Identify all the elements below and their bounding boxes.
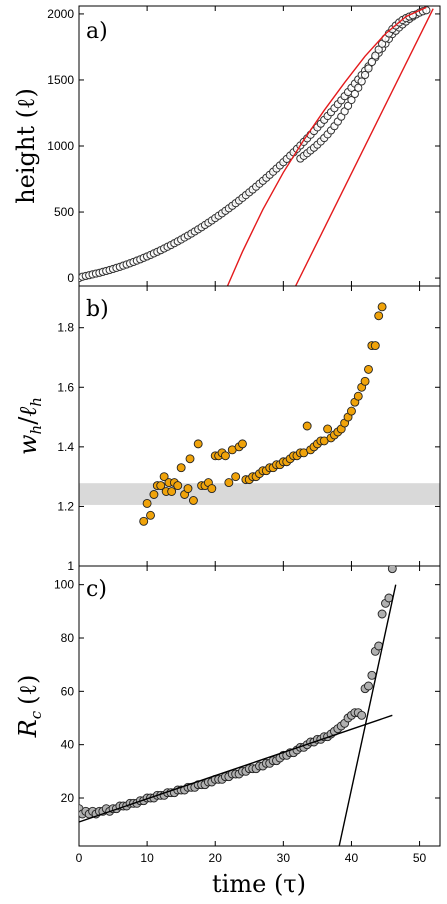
y-tick-label: 1.2 xyxy=(57,499,74,513)
panel-b-band xyxy=(79,483,440,505)
data-point xyxy=(354,83,363,92)
data-point xyxy=(193,439,203,449)
panel-a-label: a) xyxy=(86,19,108,44)
y-tick-label: 100 xyxy=(54,578,74,592)
y-tick-label: 2000 xyxy=(47,7,74,21)
panel-c-label: c) xyxy=(86,577,107,602)
panel-c-ticks: 20 40 60 80 100 0 10 20 30 40 50 xyxy=(54,566,440,865)
panel-c-series xyxy=(79,566,397,846)
data-point xyxy=(374,311,384,321)
data-point xyxy=(364,364,373,374)
data-point xyxy=(364,681,373,691)
data-point xyxy=(302,421,312,431)
data-point xyxy=(231,472,241,482)
y-tick-label: 1.6 xyxy=(57,380,74,394)
data-point xyxy=(173,481,183,491)
panel-c-ylabel: Rc(ℓ) xyxy=(14,675,45,739)
fit-line xyxy=(338,584,397,846)
x-tick-label: 0 xyxy=(76,851,83,865)
data-point xyxy=(156,481,166,491)
data-point xyxy=(377,302,387,312)
data-point xyxy=(364,64,373,73)
fit-line xyxy=(226,6,427,286)
data-point xyxy=(185,454,195,464)
y-tick-label: 1.8 xyxy=(57,321,74,335)
data-point xyxy=(347,95,356,105)
y-tick-label: 60 xyxy=(61,684,75,698)
x-tick-label: 50 xyxy=(413,851,427,865)
data-point xyxy=(370,341,380,351)
y-tick-label: 1000 xyxy=(47,139,74,153)
panel-a-series xyxy=(79,6,434,286)
data-point xyxy=(167,487,177,496)
x-tick-label: 10 xyxy=(140,851,154,865)
data-point xyxy=(176,463,186,473)
data-point xyxy=(238,439,247,449)
data-point xyxy=(367,57,376,67)
y-tick-label: 20 xyxy=(61,791,75,805)
y-tick-label: 40 xyxy=(61,738,75,752)
data-point xyxy=(357,710,367,720)
data-point xyxy=(357,77,366,86)
data-point xyxy=(350,89,359,99)
panel-b-series xyxy=(139,302,387,526)
fit-line xyxy=(79,714,393,823)
data-point xyxy=(159,472,169,482)
panel-c-frame xyxy=(78,565,441,847)
y-tick-label: 1500 xyxy=(47,73,74,87)
panel-c-xlabel: time (τ) xyxy=(212,870,306,898)
data-point xyxy=(371,51,380,60)
y-tick-label: 80 xyxy=(61,631,75,645)
panel-b-ticks: 1 1.2 1.4 1.6 1.8 xyxy=(57,286,440,573)
data-point xyxy=(387,566,397,574)
data-point xyxy=(139,516,149,526)
x-tick-label: 20 xyxy=(209,851,223,865)
data-point xyxy=(367,670,377,680)
panel-a-ylabel: height (ℓ) xyxy=(12,88,40,204)
data-point xyxy=(347,406,356,416)
data-point xyxy=(142,498,152,508)
y-tick-label: 1 xyxy=(67,559,74,573)
panel-b-frame xyxy=(78,285,441,567)
panel-b-label: b) xyxy=(86,297,109,322)
data-point xyxy=(377,609,387,619)
panel-b: 1 1.2 1.4 1.6 1.8 b) wh/ℓh xyxy=(14,285,441,573)
x-tick-label: 40 xyxy=(345,851,359,865)
data-point xyxy=(224,478,234,488)
data-point xyxy=(360,376,370,386)
y-tick-label: 500 xyxy=(54,205,74,219)
data-point xyxy=(183,484,193,494)
fit-line xyxy=(294,8,434,286)
panel-c: 20 40 60 80 100 0 10 20 30 40 50 c) Rc(ℓ) time (τ) xyxy=(14,565,441,898)
data-point xyxy=(207,484,217,494)
panel-a: 0 500 1000 1500 2000 a) height (ℓ) xyxy=(12,5,441,287)
data-point xyxy=(360,70,370,80)
data-point xyxy=(146,510,155,520)
data-point xyxy=(353,391,363,401)
x-tick-label: 30 xyxy=(277,851,291,865)
data-point xyxy=(220,451,230,461)
panel-b-ylabel: wh/ℓh xyxy=(14,397,45,455)
panel-a-ticks: 0 500 1000 1500 2000 xyxy=(47,6,440,286)
data-point xyxy=(323,424,333,434)
y-tick-label: 0 xyxy=(67,271,74,285)
y-tick-label: 1.4 xyxy=(57,440,74,454)
data-point xyxy=(188,496,198,505)
data-point xyxy=(149,490,159,499)
